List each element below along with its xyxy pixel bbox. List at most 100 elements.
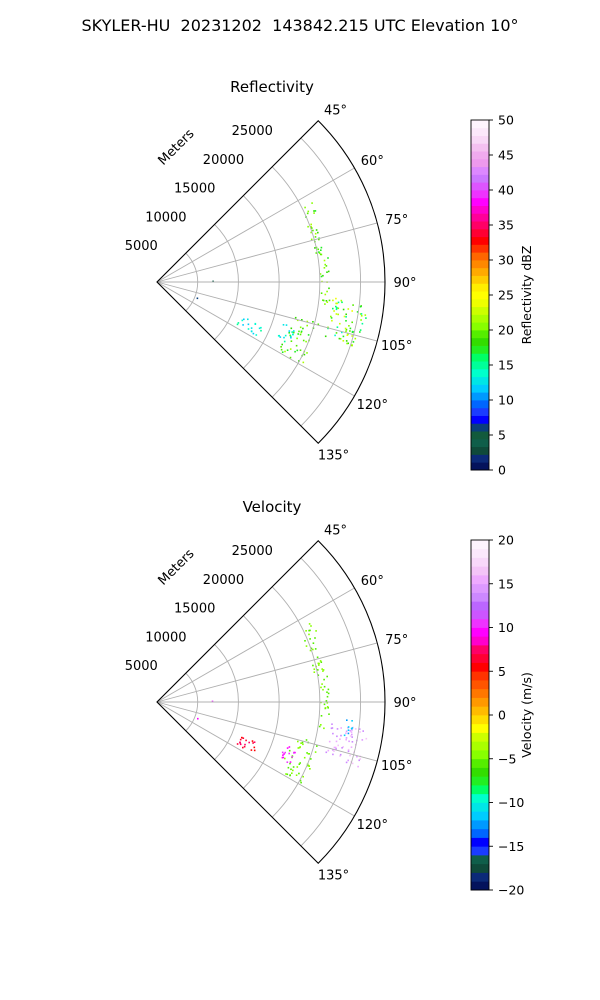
echo-gate [320, 275, 323, 278]
echo-gate [313, 212, 315, 214]
colorbar-band [471, 837, 489, 847]
echo-gate [313, 671, 316, 673]
echo-gate [281, 343, 283, 346]
echo-gate [289, 762, 291, 765]
echo-gate [247, 328, 250, 330]
colorbar-label: Reflectivity dBZ [519, 246, 534, 345]
colorbar-band [471, 182, 489, 191]
echo-gate [241, 736, 243, 739]
colorbar-band [471, 345, 489, 354]
echo-gate [345, 732, 347, 735]
echo-gate [304, 206, 306, 209]
echo-gate [359, 313, 362, 315]
echo-gate [326, 271, 328, 273]
echo-gate [326, 675, 328, 678]
echo-gate [241, 319, 244, 322]
colorbar-tick-label: −20 [498, 883, 524, 898]
range-tick-label: 10000 [145, 210, 186, 225]
echo-gate [280, 346, 282, 348]
echo-gate [351, 335, 353, 337]
echo-gate [335, 313, 338, 315]
echo-gate [318, 252, 321, 254]
echo-gate [297, 747, 300, 749]
colorbar-band [471, 855, 489, 865]
colorbar-band [471, 723, 489, 733]
colorbar-band [471, 741, 489, 751]
echo-gate [314, 210, 317, 212]
echo-gate [316, 745, 318, 747]
echo-gate [345, 761, 348, 764]
colorbar-band [471, 872, 489, 882]
echo-gate [254, 322, 257, 325]
echo-gate [282, 754, 284, 756]
echo-gate [288, 749, 291, 752]
colorbar-band [471, 151, 489, 160]
echo-gate [335, 748, 337, 750]
echo-gate [323, 678, 325, 681]
echo-gate [326, 290, 328, 293]
echo-gate [305, 340, 307, 343]
echo-gate [250, 749, 253, 751]
echo-gate [304, 640, 306, 642]
echo-gate [362, 730, 364, 732]
colorbar-band [471, 776, 489, 786]
colorbar-band [471, 750, 489, 760]
echo-gate [258, 327, 261, 330]
range-tick-label: 25000 [232, 544, 273, 559]
colorbar-band [471, 283, 489, 292]
echo-gate [350, 746, 353, 748]
azimuth-tick-label: 120° [357, 398, 388, 413]
echo-gate [320, 661, 323, 663]
echo-gate [322, 299, 324, 301]
echo-gate [310, 625, 312, 627]
colorbar-tick-label: 20 [498, 533, 514, 548]
azimuth-spoke [156, 167, 355, 283]
echo-gate [326, 691, 328, 693]
echo-gate [346, 719, 348, 721]
colorbar-band [471, 314, 489, 323]
echo-gate [361, 322, 364, 325]
echo-gate [284, 757, 286, 760]
echo-gate [197, 717, 199, 720]
echo-gate [337, 301, 340, 304]
echo-gate [291, 772, 293, 774]
echo-gate [357, 765, 359, 768]
echo-gate [253, 741, 256, 743]
echo-gate [317, 662, 320, 665]
colorbar-band [471, 228, 489, 238]
echo-gate [284, 751, 286, 754]
echo-gate [306, 324, 308, 327]
colorbar-band [471, 221, 489, 230]
azimuth-tick-label: 120° [357, 818, 388, 833]
echo-gate [320, 715, 323, 717]
echo-gate [289, 348, 292, 350]
echo-gate [335, 302, 337, 305]
azimuth-spoke [156, 642, 378, 703]
echo-gate [279, 336, 282, 338]
colorbar-band [471, 384, 489, 393]
echo-gate [242, 737, 245, 739]
colorbar-band [471, 135, 489, 144]
echo-gate [330, 315, 332, 318]
echo-gate [286, 761, 289, 763]
echo-gate [343, 315, 346, 318]
colorbar-tick-label: 40 [498, 183, 514, 198]
echo-gate [290, 340, 293, 342]
echo-gate [303, 756, 306, 759]
echo-gate [333, 746, 336, 749]
echo-gate [314, 247, 316, 249]
echo-gate [278, 334, 280, 337]
echo-gate [359, 329, 362, 331]
echo-gate [326, 706, 329, 708]
echo-gate [336, 326, 339, 328]
echo-gate [358, 728, 361, 730]
echo-gate [305, 739, 308, 741]
echo-gate [339, 738, 341, 740]
echo-gate [356, 311, 359, 313]
colorbar-band [471, 557, 489, 567]
echo-gate [312, 229, 314, 232]
echo-gate [253, 749, 256, 752]
echo-gate [287, 766, 290, 769]
echo-gate [335, 332, 338, 334]
echo-gate [351, 321, 353, 324]
